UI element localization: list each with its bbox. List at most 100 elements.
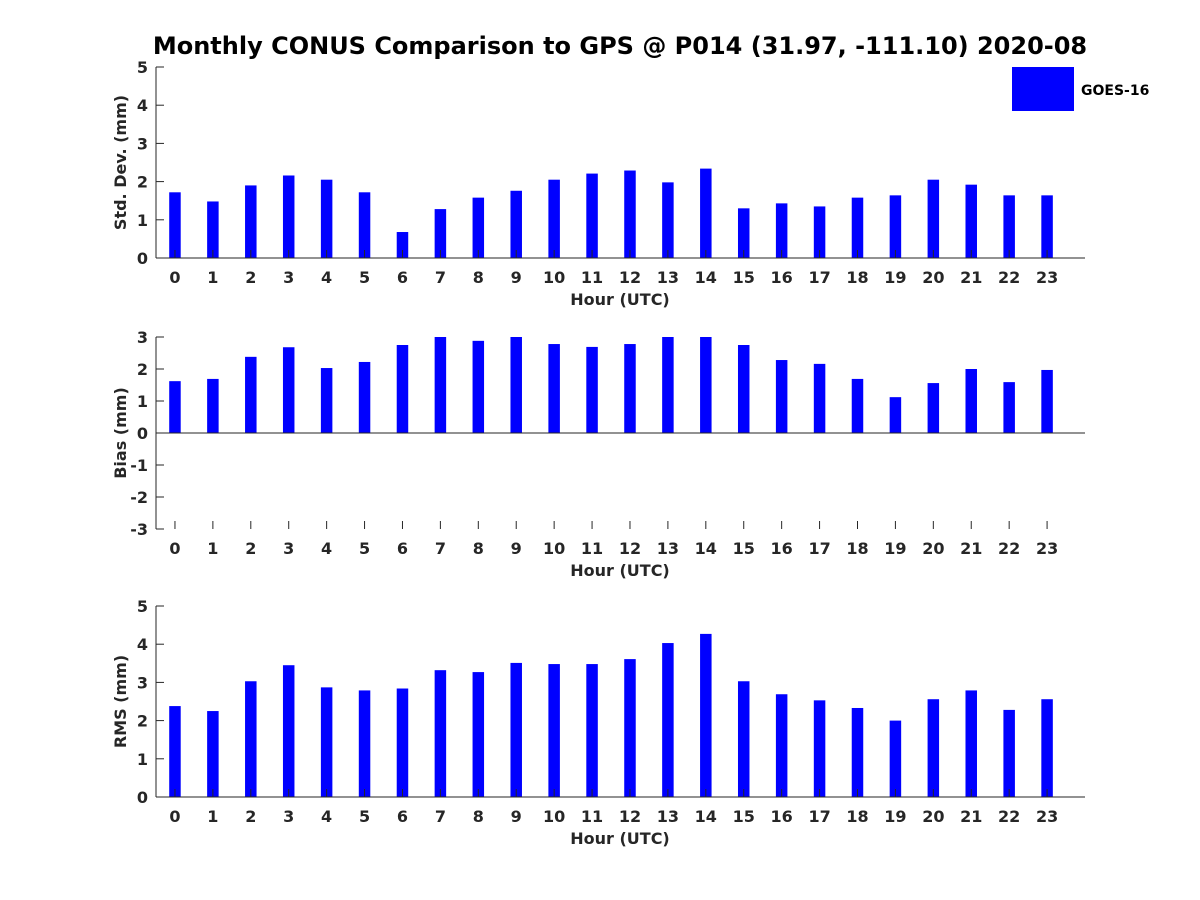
bar-hour-3 (282, 347, 295, 433)
bar-hour-9 (510, 337, 522, 433)
x-tick-label: 10 (543, 539, 565, 558)
x-tick-label: 10 (543, 268, 565, 287)
bar-hour-7 (434, 337, 447, 433)
x-tick-label: 22 (998, 807, 1020, 826)
bar-hour-4 (320, 368, 333, 433)
bar-hour-22 (1003, 382, 1015, 433)
bar-hour-13 (662, 337, 674, 433)
bar-hour-14 (700, 633, 712, 797)
bar-hour-19 (889, 195, 902, 258)
bar-hour-1 (207, 201, 219, 258)
bar-hour-16 (775, 360, 788, 433)
x-tick-label: 22 (998, 268, 1020, 287)
bar-hour-10 (548, 664, 560, 797)
x-tick-label: 8 (473, 807, 484, 826)
figure-title: Monthly CONUS Comparison to GPS @ P014 (… (153, 32, 1087, 60)
y-tick-label: 2 (137, 712, 148, 731)
x-tick-label: 2 (245, 539, 256, 558)
y-tick-label: 1 (137, 392, 148, 411)
bar-hour-5 (358, 192, 371, 258)
x-tick-label: 13 (657, 807, 679, 826)
x-tick-label: 14 (695, 807, 717, 826)
bar-hour-23 (1041, 195, 1053, 258)
bar-hour-0 (169, 192, 181, 258)
legend: GOES-16 (1012, 67, 1149, 111)
bar-hour-22 (1003, 195, 1015, 258)
bar-hour-23 (1041, 699, 1053, 797)
x-tick-label: 23 (1036, 268, 1058, 287)
x-tick-label: 23 (1036, 807, 1058, 826)
bar-hour-20 (927, 699, 940, 797)
bar-hour-22 (1003, 709, 1015, 797)
x-tick-label: 13 (657, 539, 679, 558)
bar-hour-0 (169, 706, 181, 797)
x-tick-label: 2 (245, 807, 256, 826)
bar-hour-12 (624, 344, 636, 433)
bar-hour-2 (245, 356, 257, 433)
bar-hour-20 (927, 179, 940, 258)
x-tick-label: 20 (922, 807, 944, 826)
x-tick-label: 4 (321, 807, 332, 826)
bar-hour-10 (548, 344, 560, 433)
x-tick-label: 8 (473, 268, 484, 287)
x-tick-label: 5 (359, 539, 370, 558)
y-tick-label: -1 (130, 456, 148, 475)
y-tick-label: 1 (137, 750, 148, 769)
bar-hour-2 (245, 185, 257, 258)
x-tick-label: 4 (321, 539, 332, 558)
bar-hour-12 (624, 170, 636, 258)
bar-hour-21 (965, 690, 977, 797)
x-tick-label: 6 (397, 539, 408, 558)
y-tick-label: 2 (137, 360, 148, 379)
x-tick-label: 3 (283, 539, 294, 558)
bar-hour-9 (510, 662, 522, 797)
x-tick-label: 20 (922, 268, 944, 287)
x-tick-label: 1 (207, 268, 218, 287)
bar-hour-11 (586, 173, 598, 258)
bar-hour-15 (737, 681, 750, 797)
bar-hour-23 (1041, 369, 1053, 433)
x-tick-label: 22 (998, 539, 1020, 558)
x-tick-label: 17 (808, 807, 830, 826)
x-tick-label: 23 (1036, 539, 1058, 558)
x-tick-label: 16 (771, 539, 793, 558)
x-tick-label: 14 (695, 539, 717, 558)
bar-hour-19 (889, 720, 902, 797)
bar-hour-11 (586, 664, 598, 797)
bar-hour-20 (927, 383, 940, 433)
bar-hour-8 (472, 197, 485, 258)
x-tick-label: 7 (435, 807, 446, 826)
y-tick-label: 2 (137, 173, 148, 192)
x-tick-label: 10 (543, 807, 565, 826)
x-tick-label: 5 (359, 807, 370, 826)
y-tick-label: 5 (137, 597, 148, 616)
bar-hour-9 (510, 190, 522, 258)
x-tick-label: 15 (733, 268, 755, 287)
bar-hour-5 (358, 361, 371, 433)
x-tick-label: 18 (846, 539, 868, 558)
y-tick-label: 5 (137, 58, 148, 77)
bar-hour-8 (472, 340, 485, 433)
y-tick-label: 0 (137, 788, 148, 807)
bar-hour-3 (282, 665, 295, 797)
y-axis-label: RMS (mm) (111, 655, 130, 748)
x-tick-label: 0 (169, 539, 180, 558)
bar-hour-2 (245, 681, 257, 797)
bar-hour-16 (775, 203, 788, 258)
bar-hour-1 (207, 378, 219, 433)
x-tick-label: 4 (321, 268, 332, 287)
bar-hour-18 (851, 197, 864, 258)
bar-hour-3 (282, 175, 295, 258)
bar-hour-6 (396, 688, 409, 797)
y-tick-label: 3 (137, 328, 148, 347)
x-tick-label: 20 (922, 539, 944, 558)
x-tick-label: 19 (884, 539, 906, 558)
x-tick-label: 11 (581, 539, 603, 558)
x-tick-label: 17 (808, 539, 830, 558)
bar-hour-16 (775, 694, 788, 797)
y-tick-label: 4 (137, 96, 148, 115)
